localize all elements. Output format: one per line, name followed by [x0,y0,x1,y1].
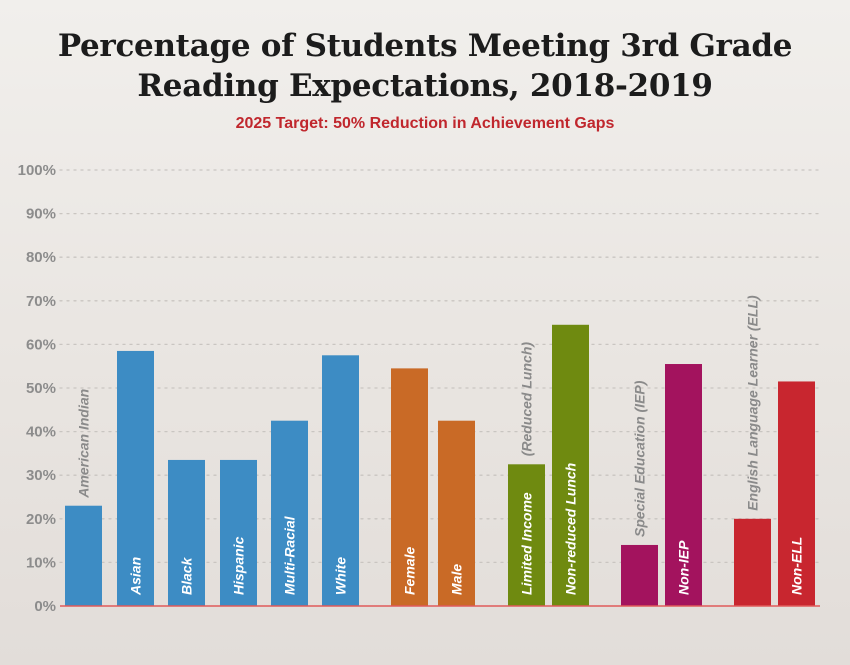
bar [271,420,308,606]
bar [168,459,205,606]
bar [665,364,702,606]
bar-label: Limited Income [519,492,535,595]
chart-title: Percentage of Students Meeting 3rd Grade… [0,26,850,106]
y-tick-label: 90% [26,206,56,223]
bar-label: English Language Learner (ELL) [745,295,761,511]
bar-label: Special Education (IEP) [632,380,648,537]
bar-label: Male [449,564,465,595]
chart-title-line-2: Reading Expectations, 2018-2019 [137,68,713,104]
bar-label: Non-reduced Lunch [563,463,579,595]
y-tick-label: 50% [26,380,56,397]
bar-label: Black [179,556,195,595]
bar-label: Non-IEP [676,540,692,595]
chart-subtitle: 2025 Target: 50% Reduction in Achievemen… [235,115,615,132]
y-tick-label: 0% [34,598,56,615]
y-tick-label: 10% [26,554,56,571]
y-tick-label: 70% [26,293,56,310]
bar-label: Asian [128,557,144,596]
bar [778,381,815,606]
bar [734,518,771,606]
bar-label: American Indian [76,389,92,499]
bar-label: Female [402,547,418,595]
bar-label: Hispanic [231,536,247,595]
y-tick-label: 20% [26,511,56,528]
bar [117,350,154,606]
bar-label: Non-ELL [789,537,805,595]
bar [220,459,257,606]
bar-label: Multi-Racial [282,515,298,595]
y-tick-label: 60% [26,336,56,353]
y-tick-label: 100% [18,162,56,179]
bar [621,544,658,606]
y-tick-label: 80% [26,249,56,266]
bar [65,505,102,606]
y-tick-label: 30% [26,467,56,484]
y-tick-label: 40% [26,424,56,441]
bar-label-extra: (Reduced Lunch) [519,342,535,457]
bar [322,355,359,606]
bar [391,368,428,606]
chart-title-line-1: Percentage of Students Meeting 3rd Grade [57,28,793,64]
bar [552,324,589,606]
bar [508,464,545,606]
bar [438,420,475,606]
bar-label: White [333,557,349,595]
